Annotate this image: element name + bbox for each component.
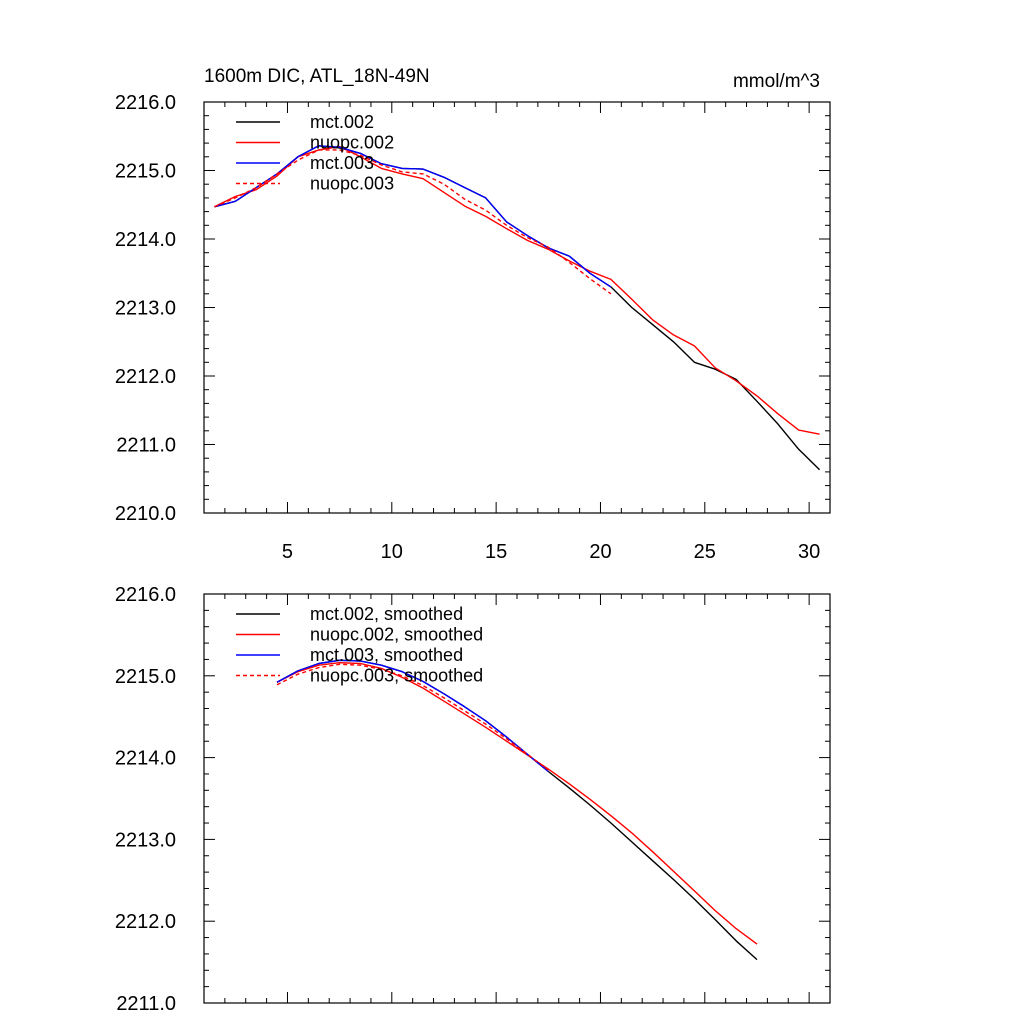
x-tick-label: 20 xyxy=(589,541,611,563)
y-tick-label: 2216.0 xyxy=(115,92,176,114)
legend-label: mct.002, smoothed xyxy=(310,604,463,624)
series-line-3 xyxy=(276,663,549,771)
legend-label: nuopc.002 xyxy=(310,133,394,153)
y-tick-label: 2210.0 xyxy=(115,503,176,525)
series-line-1 xyxy=(276,662,758,945)
series-line-0 xyxy=(276,659,758,961)
x-tick-label: 5 xyxy=(282,541,293,563)
top-panel: 2210.0 2211.0 2212.0 2213.0 2214.0 2215.0 2216… xyxy=(115,92,831,563)
y-tick-label: 2215.0 xyxy=(115,666,176,688)
plot-frame xyxy=(203,101,831,514)
legend-label: mct.002 xyxy=(310,112,374,132)
x-tick-label: 30 xyxy=(798,541,820,563)
bottom-panel: 2211.0 2212.0 2213.0 2214.0 2215.0 2216.0 mct.… xyxy=(115,584,831,1015)
y-tick-label: 2215.0 xyxy=(115,161,176,183)
y-tick-label: 2213.0 xyxy=(115,829,176,851)
figure-title: 1600m DIC, ATL_18N-49N xyxy=(204,66,430,87)
series-line-2 xyxy=(214,145,612,288)
series-line-2 xyxy=(276,659,549,773)
legend-label: nuopc.003 xyxy=(310,174,394,194)
y-tick-label: 2213.0 xyxy=(115,298,176,320)
y-tick-label: 2211.0 xyxy=(116,993,176,1015)
legend-label: nuopc.002, smoothed xyxy=(310,625,483,645)
y-tick-label: 2212.0 xyxy=(115,911,176,933)
y-tick-label: 2211.0 xyxy=(116,435,176,457)
legend-label: mct.003 xyxy=(310,153,374,173)
y-tick-label: 2214.0 xyxy=(115,229,176,251)
series-line-3 xyxy=(214,149,612,295)
units-label: mmol/m^3 xyxy=(733,71,820,92)
series-line-0 xyxy=(214,145,821,471)
legend-label: mct.003, smoothed xyxy=(310,645,463,665)
x-tick-label: 10 xyxy=(381,541,403,563)
x-tick-label: 15 xyxy=(485,541,507,563)
series-line-1 xyxy=(214,145,820,435)
y-tick-label: 2212.0 xyxy=(115,366,176,388)
y-tick-label: 2214.0 xyxy=(115,748,176,770)
y-tick-label: 2216.0 xyxy=(115,584,176,606)
x-tick-label: 25 xyxy=(694,541,716,563)
legend-label: nuopc.003, smoothed xyxy=(310,666,483,686)
